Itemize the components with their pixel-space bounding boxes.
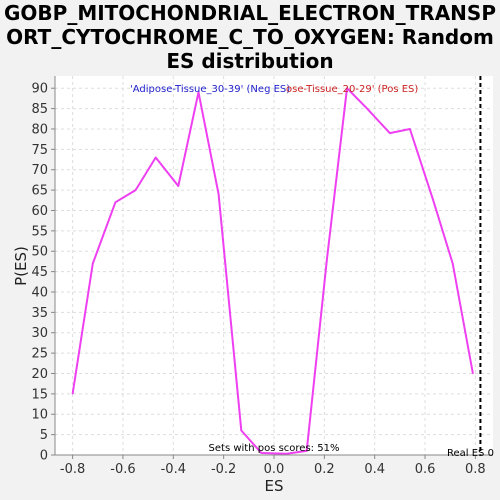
real-es-label: Real ES 0 [447,448,494,459]
data-point [389,132,391,134]
pos-scores-label: Sets with pos scores: 51% [209,443,340,454]
y-tick-group: 0 5 10 15 20 25 30 35 40 45 50 55 60 65 70 75 80 85 90 [31,82,55,464]
y-tick-label: 50 [31,245,48,260]
y-tick-label: 85 [31,102,48,117]
y-tick-label: 30 [31,326,48,341]
data-point [431,197,434,199]
title-line-3: ES distribution [166,49,334,73]
y-tick-label: 45 [31,265,48,280]
data-point [472,372,474,375]
y-axis-title: P(ES) [12,246,30,286]
y-tick-label: 10 [31,408,48,423]
series-line [71,87,474,455]
y-tick-label: 80 [31,122,48,137]
y-tick-label: 75 [31,143,48,158]
data-point [366,108,368,110]
pos-es-label: ose-Tissue_20-29' (Pos ES) [286,84,418,95]
series-layer [71,87,474,455]
x-tick-label: 0.2 [314,462,335,477]
y-tick-label: 70 [31,163,48,178]
data-point [72,393,74,395]
y-tick-label: 5 [40,428,48,443]
data-point [92,262,94,265]
y-tick-label: 35 [31,306,48,321]
title-line-2: ORT_CYTOCHROME_C_TO_OXYGEN: Random [6,25,494,49]
data-point [285,453,288,455]
y-tick-label: 0 [40,449,48,464]
data-point [155,156,157,159]
x-tick-label: -0.4 [161,462,186,477]
data-point [177,185,179,187]
x-tick-label: -0.6 [110,462,135,477]
data-point [306,450,308,452]
y-tick-label: 90 [31,82,48,97]
x-tick-group: -0.8 -0.6 -0.4 -0.2 0.0 0.2 0.4 0.6 0.8 [60,455,486,477]
chart-title: GOBP_MITOCHONDRIAL_ELECTRON_TRANSP ORT_C… [0,1,500,73]
x-tick-label: 0.4 [364,462,385,477]
y-tick-label: 40 [31,285,48,300]
x-tick-label: -0.8 [60,462,85,477]
neg-es-label: 'Adipose-Tissue_30-39' (Neg ES) [130,84,290,95]
data-point [197,91,200,93]
y-tick-label: 55 [31,224,48,239]
data-point [326,258,328,260]
x-tick-label: -0.2 [211,462,236,477]
data-point [218,193,220,195]
x-axis-title: ES [265,477,284,495]
data-point [260,452,263,454]
y-tick-label: 65 [31,184,48,199]
y-tick-label: 60 [31,204,48,219]
x-tick-label: 0.0 [264,462,285,477]
data-point [134,189,137,191]
y-tick-label: 20 [31,367,48,382]
x-tick-label: 0.8 [465,462,486,477]
x-tick-label: 0.6 [415,462,436,477]
data-point [409,128,411,130]
data-point [114,201,117,203]
data-point [346,87,348,89]
title-line-1: GOBP_MITOCHONDRIAL_ELECTRON_TRANSP [4,1,496,25]
data-point [452,262,454,265]
y-tick-label: 15 [31,387,48,402]
y-tick-label: 25 [31,347,48,362]
data-point [240,429,242,432]
plot-area [55,76,493,455]
